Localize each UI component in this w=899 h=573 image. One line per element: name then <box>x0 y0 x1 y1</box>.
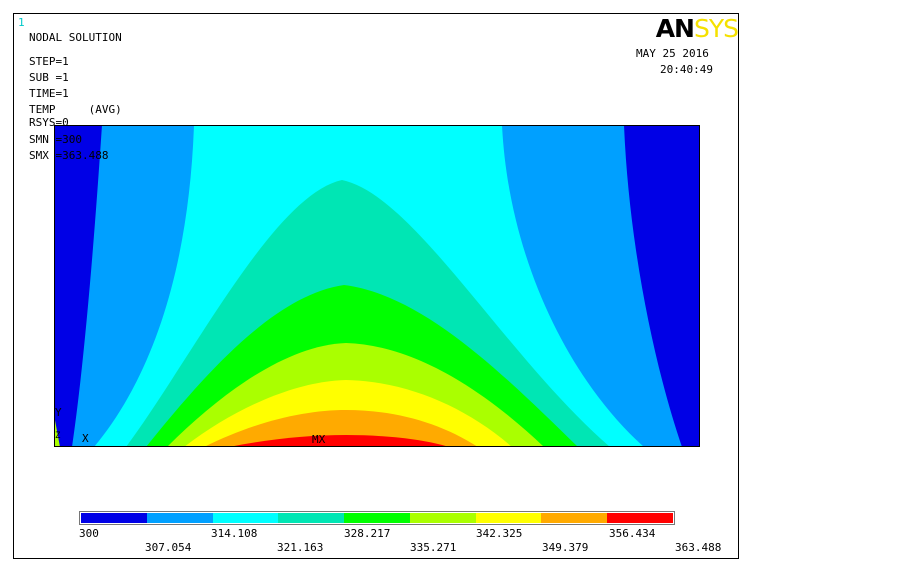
axis-x-label: X <box>82 432 89 445</box>
band-9 <box>229 435 449 447</box>
legend-swatch-1 <box>81 513 147 523</box>
legend-label-top-3: 328.217 <box>344 527 391 540</box>
time-label: 20:40:49 <box>660 63 713 76</box>
date-label: MAY 25 2016 <box>636 47 709 60</box>
rsys-label: RSYS=0 <box>29 116 69 129</box>
legend-label-bottom-2: 321.163 <box>277 541 324 554</box>
legend-label-bottom-5: 363.488 <box>675 541 722 554</box>
smx-label: SMX =363.488 <box>29 149 109 162</box>
step-label: STEP=1 <box>29 55 69 68</box>
window-number: 1 <box>18 16 25 29</box>
contour-plot[interactable]: RSYS=0 SMN =300 SMX =363.488 Y Z X MX <box>29 117 700 447</box>
time-step-label: TIME=1 <box>29 87 69 100</box>
temp-label: TEMP (AVG) <box>29 103 122 116</box>
solution-title: NODAL SOLUTION <box>29 31 122 44</box>
legend-swatch-5 <box>344 513 410 523</box>
axis-y-label: Y <box>55 406 62 419</box>
legend-label-top-1: 300 <box>79 527 99 540</box>
legend-swatch-6 <box>409 513 476 523</box>
smn-label: SMN =300 <box>29 133 82 146</box>
legend-swatch-4 <box>278 513 345 523</box>
legend-swatch-9 <box>607 513 674 523</box>
ansys-logo: ANSYS <box>655 14 739 43</box>
legend-swatch-8 <box>541 513 608 523</box>
logo-sys: SYS <box>693 14 739 43</box>
legend-swatch-3 <box>212 513 279 523</box>
legend-label-bottom-3: 335.271 <box>410 541 457 554</box>
plot-border <box>54 125 700 447</box>
contour-svg <box>54 125 700 447</box>
legend-label-top-2: 314.108 <box>211 527 258 540</box>
legend-label-top-5: 356.434 <box>609 527 656 540</box>
origin-edge <box>54 415 60 447</box>
band-8 <box>204 410 478 447</box>
sub-label: SUB =1 <box>29 71 69 84</box>
legend-label-bottom-4: 349.379 <box>542 541 589 554</box>
legend-label-top-4: 342.325 <box>476 527 523 540</box>
legend-swatch-2 <box>146 513 213 523</box>
legend-swatch-7 <box>475 513 542 523</box>
max-marker: MX <box>312 433 326 446</box>
legend-color-bar <box>79 511 675 525</box>
legend-label-bottom-1: 307.054 <box>145 541 192 554</box>
contour-legend <box>79 511 675 525</box>
axis-z-label: Z <box>55 431 61 441</box>
logo-an: AN <box>655 14 695 43</box>
